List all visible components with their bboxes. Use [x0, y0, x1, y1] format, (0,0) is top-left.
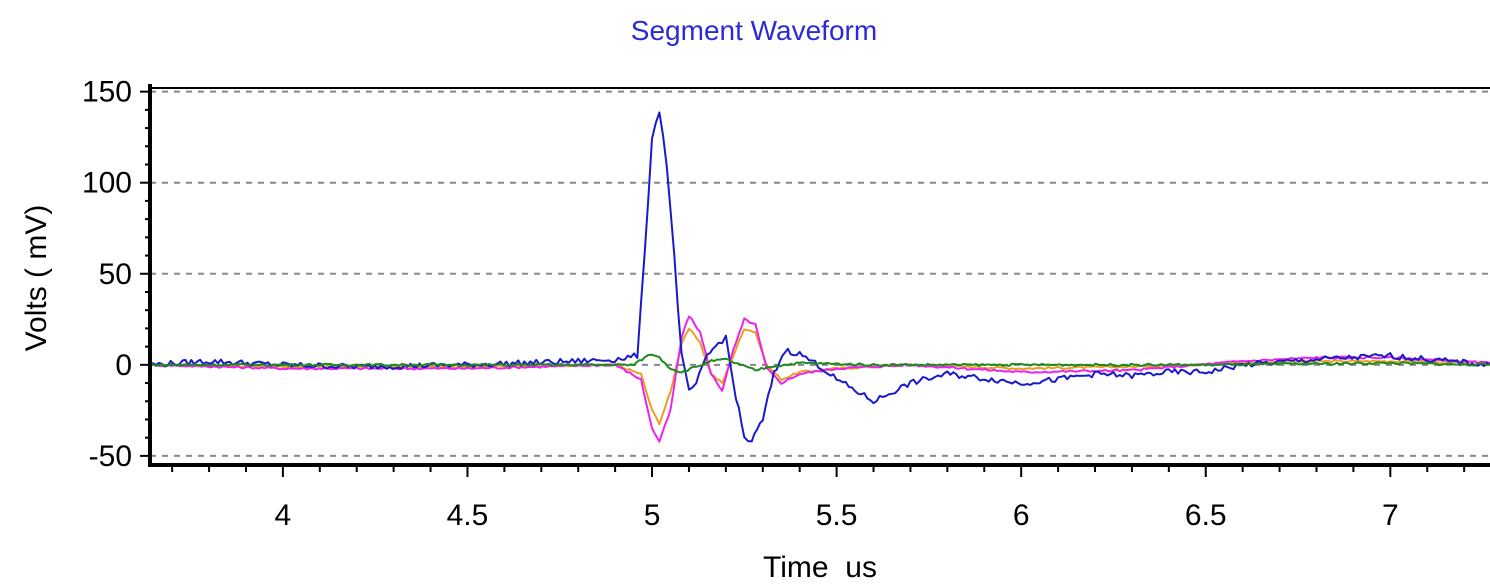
y-tick-label: 0 — [115, 349, 132, 382]
axes — [140, 84, 1490, 477]
y-tick-label: 50 — [99, 258, 132, 291]
series-line-4 — [149, 353, 1490, 374]
series-layer — [149, 111, 1490, 443]
y-tick-label: 100 — [82, 167, 132, 200]
y-tick-label: -50 — [89, 440, 132, 473]
x-tick-label: 6.5 — [1185, 499, 1227, 532]
x-tick-label: 5.5 — [816, 499, 858, 532]
x-tick-label: 5 — [644, 499, 661, 532]
grid-lines — [150, 90, 1490, 457]
y-axis-label: Volts ( mV) — [20, 205, 53, 352]
x-tick-label: 4 — [275, 499, 292, 532]
series-line-1 — [150, 327, 1490, 426]
x-axis-label: Time us — [763, 551, 877, 583]
series-line-2 — [149, 315, 1490, 443]
x-tick-label: 4.5 — [447, 499, 489, 532]
series-line-3 — [149, 111, 1490, 443]
x-tick-label: 6 — [1013, 499, 1030, 532]
y-tick-label: 150 — [82, 76, 132, 109]
chart-title: Segment Waveform — [631, 15, 877, 46]
x-tick-label: 7 — [1382, 499, 1399, 532]
tick-labels: 4 4.5 5 5.5 6 6.5 7 150 100 50 0 -50 — [82, 76, 1399, 532]
